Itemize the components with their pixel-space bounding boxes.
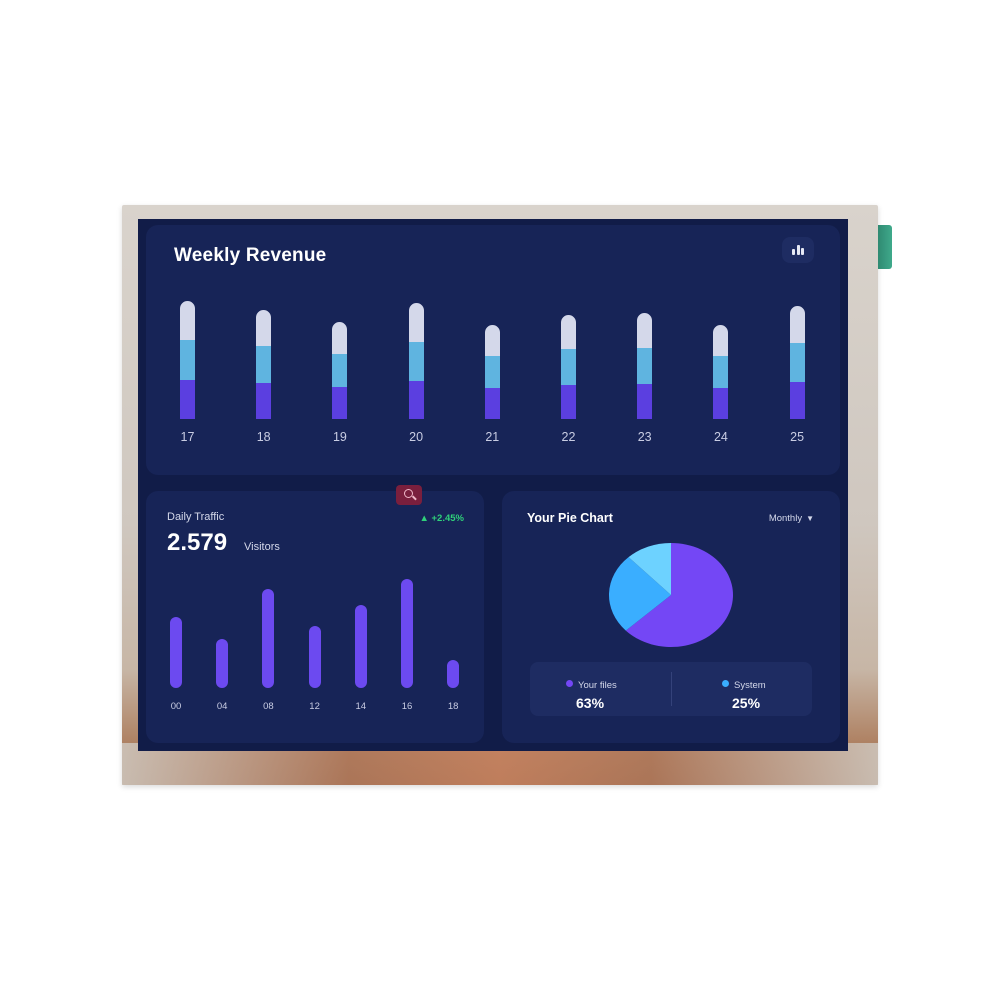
revenue-bar-segment bbox=[789, 305, 805, 344]
arrow-up-icon: ▲ bbox=[419, 513, 429, 524]
revenue-day-label: 19 bbox=[332, 430, 347, 444]
revenue-bar-21 bbox=[484, 324, 500, 419]
legend-divider bbox=[671, 672, 672, 706]
legend-item-system: System 25% bbox=[722, 675, 766, 711]
revenue-bar-segment bbox=[408, 380, 424, 419]
pie-chart-card: Your Pie Chart Monthly ▼ Your files 63% S… bbox=[502, 491, 840, 743]
revenue-day-label: 24 bbox=[713, 430, 728, 444]
traffic-bar-08 bbox=[262, 589, 275, 688]
lcd-flex-connector bbox=[878, 225, 892, 269]
revenue-bar-segment bbox=[789, 381, 805, 419]
revenue-bar-segment bbox=[332, 354, 348, 388]
revenue-day-label: 23 bbox=[637, 430, 652, 444]
revenue-day-label: 20 bbox=[409, 430, 424, 444]
revenue-bar-segment bbox=[180, 339, 195, 381]
traffic-hour-label: 14 bbox=[355, 701, 367, 712]
traffic-hour-label: 16 bbox=[401, 701, 413, 712]
revenue-day-label: 17 bbox=[180, 430, 195, 444]
weekly-revenue-card: Weekly Revenue 17 18 19 20 21 22 23 24 25 bbox=[146, 225, 840, 475]
revenue-bar-23 bbox=[637, 312, 653, 419]
traffic-bar-18 bbox=[447, 660, 460, 688]
revenue-bar-segment bbox=[180, 380, 195, 419]
dashboard-screen: Weekly Revenue 17 18 19 20 21 22 23 24 25 Daily … bbox=[138, 219, 848, 751]
revenue-bar-segment bbox=[713, 324, 729, 356]
revenue-bar-segment bbox=[561, 315, 576, 350]
legend-dot-your-files bbox=[566, 680, 573, 687]
legend-dot-system bbox=[722, 680, 729, 687]
daily-traffic-title: Daily Traffic bbox=[167, 511, 225, 523]
revenue-day-label: 25 bbox=[790, 430, 805, 444]
revenue-bar-segment bbox=[789, 343, 805, 382]
traffic-visitors-count: 2.579 bbox=[167, 529, 228, 556]
revenue-bar-segment bbox=[637, 383, 653, 419]
revenue-bar-segment bbox=[332, 387, 348, 419]
period-dropdown[interactable]: Monthly ▼ bbox=[769, 513, 814, 524]
chevron-down-icon: ▼ bbox=[806, 514, 814, 523]
legend-item-your-files: Your files 63% bbox=[566, 675, 617, 711]
revenue-bar-22 bbox=[561, 315, 576, 419]
revenue-bar-segment bbox=[484, 387, 500, 419]
traffic-bar-12 bbox=[308, 626, 321, 688]
pie-slice-your-files bbox=[625, 543, 733, 647]
revenue-bar-segment bbox=[561, 349, 576, 385]
traffic-bar-14 bbox=[354, 605, 367, 688]
revenue-day-label: 18 bbox=[256, 430, 271, 444]
traffic-hour-label: 12 bbox=[309, 701, 320, 712]
revenue-bar-segment bbox=[332, 322, 348, 355]
revenue-bar-25 bbox=[789, 305, 805, 419]
traffic-change-value: +2.45% bbox=[431, 513, 465, 524]
revenue-bar-17 bbox=[180, 301, 195, 419]
revenue-bar-segment bbox=[713, 355, 729, 388]
bar-chart-icon[interactable] bbox=[782, 237, 814, 263]
pie-slice-system bbox=[609, 557, 671, 631]
traffic-visitors-unit: Visitors bbox=[244, 541, 280, 553]
revenue-bar-20 bbox=[408, 303, 424, 419]
traffic-bar-00 bbox=[170, 617, 182, 688]
revenue-bar-segment bbox=[637, 312, 653, 348]
weekly-revenue-title: Weekly Revenue bbox=[174, 245, 327, 266]
revenue-bar-segment bbox=[256, 383, 272, 419]
revenue-bar-segment bbox=[561, 384, 576, 419]
traffic-bar-04 bbox=[216, 638, 229, 688]
pie-chart bbox=[609, 543, 733, 647]
daily-traffic-card: Daily Traffic ▲ +2.45% 2.579 Visitors 00… bbox=[146, 491, 484, 743]
traffic-bar-16 bbox=[401, 579, 413, 688]
traffic-change-badge: ▲ +2.45% bbox=[419, 513, 464, 524]
revenue-bar-segment bbox=[256, 346, 272, 384]
revenue-bar-segment bbox=[408, 303, 424, 342]
revenue-bar-segment bbox=[180, 301, 195, 340]
traffic-hour-label: 00 bbox=[170, 701, 182, 712]
period-dropdown-label: Monthly bbox=[768, 513, 803, 524]
revenue-bar-24 bbox=[713, 324, 729, 419]
revenue-bar-segment bbox=[637, 347, 653, 384]
traffic-hour-label: 08 bbox=[263, 701, 274, 712]
weekly-revenue-chart: 17 18 19 20 21 22 23 24 25 bbox=[146, 225, 840, 475]
traffic-hour-label: 18 bbox=[447, 701, 459, 712]
legend-value-system: 25% bbox=[732, 695, 761, 711]
legend-label-system: System bbox=[734, 680, 766, 691]
legend-value-your-files: 63% bbox=[576, 695, 605, 711]
revenue-bar-segment bbox=[484, 355, 500, 388]
revenue-day-label: 22 bbox=[561, 430, 576, 444]
traffic-hour-label: 04 bbox=[216, 701, 228, 712]
revenue-bar-18 bbox=[256, 310, 272, 419]
pie-chart-title: Your Pie Chart bbox=[527, 511, 613, 525]
revenue-bar-segment bbox=[408, 341, 424, 381]
pie-slice-other bbox=[628, 543, 671, 595]
revenue-bar-segment bbox=[256, 310, 272, 347]
revenue-bar-segment bbox=[713, 387, 729, 419]
revenue-bar-segment bbox=[484, 324, 500, 356]
pie-legend: Your files 63% System 25% bbox=[530, 662, 812, 716]
revenue-bar-19 bbox=[332, 322, 348, 419]
legend-label-your-files: Your files bbox=[578, 680, 617, 691]
revenue-day-label: 21 bbox=[485, 430, 500, 444]
search-icon[interactable] bbox=[396, 485, 422, 505]
